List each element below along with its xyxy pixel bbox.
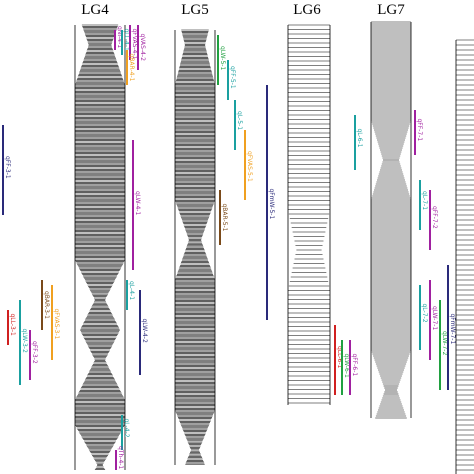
qtl-label: qLW-7-2 bbox=[441, 331, 448, 355]
qtl-label: qFF-3-1 bbox=[4, 156, 11, 179]
qtl-label: qL-7-2 bbox=[421, 304, 428, 323]
qtl-label: qLW-6-1 bbox=[343, 354, 350, 378]
qtl-label: qL-5-1 bbox=[236, 111, 243, 130]
qtl-label: qLL-3-1 bbox=[9, 314, 16, 337]
qtl-label: qBAR-3-1 bbox=[43, 291, 50, 319]
qtl-label: qL-6-1 bbox=[356, 129, 363, 148]
qtl-label: qLW-7-1 bbox=[431, 306, 438, 330]
qtl-label: qL-4-2 bbox=[123, 419, 130, 438]
qtl-label: qFF-7-2 bbox=[431, 206, 438, 229]
group-label: LG7 bbox=[377, 2, 405, 18]
qtl-label: qFF-3-2 bbox=[31, 341, 38, 364]
qtl-label: qNf-4-1 bbox=[116, 26, 123, 48]
chromosome bbox=[74, 24, 126, 470]
chromosome bbox=[370, 21, 412, 419]
qtl-label: qFF-7-1 bbox=[416, 119, 423, 142]
qtl-label: qL-4-1 bbox=[128, 281, 135, 300]
qtl-label: qBAR-4-1 bbox=[128, 54, 135, 82]
qtl-label: qLL-4-1 bbox=[123, 29, 130, 52]
qtl-label: qLW-5-1 bbox=[219, 46, 226, 70]
qtl-label: qFmW-7-1 bbox=[449, 314, 456, 345]
qtl-label: qLW-4-2 bbox=[141, 319, 148, 343]
qtl-label: qFVAS-4-1 bbox=[131, 29, 138, 60]
group-label: LG5 bbox=[181, 2, 209, 18]
qtl-label: qLW-4-1 bbox=[134, 191, 141, 215]
qtl-label: qL-7-1 bbox=[421, 191, 428, 210]
qtl-label: qFF-6-1 bbox=[351, 354, 358, 377]
qtl-label: qLL-6-1 bbox=[336, 346, 343, 369]
qtl-label: qFF-5-1 bbox=[229, 66, 236, 89]
qtl-label: qTh-4-1 bbox=[117, 446, 124, 469]
chromosome bbox=[287, 24, 331, 405]
qtl-label: qFmW-5-1 bbox=[268, 189, 275, 220]
group-label: LG4 bbox=[81, 2, 109, 18]
qtl-label: qVAS-4-2 bbox=[139, 34, 146, 62]
qtl-label: qFVAS-5-1 bbox=[246, 151, 253, 182]
qtl-label: qBAR-5-1 bbox=[221, 204, 228, 232]
group-label: LG6 bbox=[293, 2, 321, 18]
qtl-label: qLW-3-2 bbox=[21, 329, 28, 353]
chromosome bbox=[174, 29, 216, 465]
chromosome bbox=[455, 39, 474, 474]
qtl-label: qFVAS-3-1 bbox=[53, 309, 60, 340]
